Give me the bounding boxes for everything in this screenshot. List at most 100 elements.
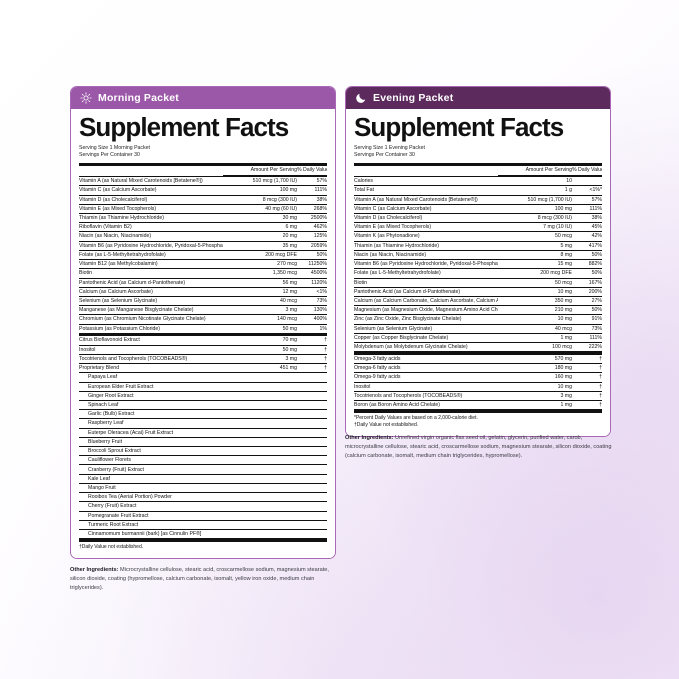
- nutrient-name: Niacin (as Niacin, Niacinamide): [354, 250, 498, 261]
- blend-ingredient-name: Ginger Root Extract: [79, 391, 327, 401]
- morning-packet-header: Morning Packet: [71, 87, 335, 109]
- table-row: Proprietary Blend 451 mg †: [79, 363, 327, 374]
- nutrient-daily-value: 462%: [297, 222, 327, 233]
- table-row: Selenium (as Selenium Glycinate) 40 mcg 73…: [79, 296, 327, 307]
- evening-nutrients-table: Calories 10 Total Fat 1 g <1%* Vitamin A (as …: [354, 177, 602, 353]
- nutrient-name: Folate (as L-5-Methyltetrahydrofolate): [354, 268, 498, 279]
- evening-rule-before-omegas: [354, 352, 602, 355]
- moon-icon: [356, 93, 366, 103]
- table-row: Selenium (as Selenium Glycinate) 40 mcg 73…: [354, 324, 602, 334]
- nutrient-daily-value: 222%: [572, 342, 602, 353]
- nutrient-amount: 1 mg: [498, 333, 572, 344]
- nutrient-daily-value: [572, 177, 602, 187]
- blend-ingredient-row: Cinnamomum burmannii (bark) [as Cinnulin…: [79, 529, 327, 540]
- evening-other-ingredients-text: Unrefined virgin organic flax seed oil, …: [345, 435, 612, 460]
- nutrient-daily-value: †: [572, 391, 602, 401]
- nutrient-daily-value: †: [572, 363, 602, 374]
- nutrient-daily-value: 130%: [297, 305, 327, 316]
- table-row: Vitamin E (as Mixed Tocopherols) 40 mg (6…: [79, 204, 327, 214]
- nutrient-amount: 210 mg: [498, 305, 572, 316]
- nutrient-daily-value: 111%: [572, 204, 602, 214]
- table-row: Vitamin K (as Phytonadione) 50 mcg 42%: [354, 231, 602, 242]
- nutrient-amount: 50 mcg: [498, 278, 572, 288]
- blend-ingredient-name: Garlic (Bulb) Extract: [79, 409, 327, 420]
- nutrient-amount: 180 mg: [498, 363, 572, 374]
- blend-ingredient-row: Broccoli Sprout Extract: [79, 446, 327, 457]
- evening-rule-under-headers: [354, 175, 602, 178]
- nutrient-name: Copper (as Copper Bisglycinate Chelate): [354, 333, 498, 344]
- evening-colhead-dv: % Daily Value: [572, 166, 602, 176]
- blend-ingredient-row: Papaya Leaf: [79, 373, 327, 383]
- nutrient-daily-value: 50%: [572, 268, 602, 279]
- nutrient-amount: 1,350 mcg: [223, 268, 297, 279]
- nutrient-amount: 3 mg: [223, 354, 297, 365]
- table-row: Pantothenic Acid (as Calcium d-Pantothen…: [354, 287, 602, 297]
- table-row: Boron (as Boron Amino Acid Chelate) 1 mg †: [354, 400, 602, 411]
- morning-nutrients-table: Vitamin A (as Natural Mixed Carotenoids …: [79, 177, 327, 334]
- nutrient-amount: 50 mg: [223, 324, 297, 334]
- nutrient-name: Vitamin E (as Mixed Tocopherols): [79, 204, 223, 214]
- nutrient-name: Selenium (as Selenium Glycinate): [354, 324, 498, 334]
- blend-ingredient-name: Euterpe Oleracea (Acai) Fruit Extract: [79, 428, 327, 438]
- nutrient-amount: 5 mg: [498, 241, 572, 251]
- blend-ingredient-row: Turmeric Root Extract: [79, 520, 327, 531]
- nutrient-daily-value: 1%: [297, 324, 327, 334]
- blend-ingredient-name: Mango Fruit: [79, 483, 327, 494]
- nutrient-amount: 510 mcg (1,700 IU): [223, 177, 297, 187]
- blend-ingredient-name: Cauliflower Florets: [79, 455, 327, 466]
- nutrient-daily-value: 50%: [572, 250, 602, 261]
- blend-ingredient-row: Kale Leaf: [79, 474, 327, 484]
- nutrient-name: Inositol: [354, 382, 498, 392]
- nutrient-name: Biotin: [354, 278, 498, 288]
- nutrient-daily-value: †: [297, 363, 327, 374]
- blend-ingredient-row: Rooibos Tea (Aerial Portion) Powder: [79, 492, 327, 503]
- blend-ingredient-name: Turmeric Root Extract: [79, 520, 327, 531]
- nutrient-name: Pantothenic Acid (as Calcium d-Pantothen…: [354, 287, 498, 297]
- morning-rule-under-headers: [79, 175, 327, 178]
- table-row: Manganese (as Manganese Bisglycinate Che…: [79, 305, 327, 316]
- nutrient-daily-value: 50%: [572, 305, 602, 316]
- evening-colhead-amount: Amount Per Serving: [498, 166, 572, 176]
- table-row: Total Fat 1 g <1%*: [354, 185, 602, 196]
- nutrient-daily-value: 200%: [572, 287, 602, 297]
- morning-supplement-facts-title: Supplement Facts: [79, 114, 289, 142]
- table-row: Potassium (as Potassium Chloride) 50 mg 1%: [79, 324, 327, 334]
- nutrient-daily-value: 73%: [572, 324, 602, 334]
- nutrient-name: Vitamin B12 (as Methylcobalamin): [79, 259, 223, 270]
- nutrient-daily-value: 111%: [572, 333, 602, 344]
- table-row: Calories 10: [354, 177, 602, 187]
- blend-ingredient-row: Cranberry (Fruit) Extract: [79, 464, 327, 475]
- nutrient-amount: 451 mg: [223, 363, 297, 374]
- evening-rule-after-omegas: [354, 410, 602, 413]
- nutrient-name: Vitamin C (as Calcium Ascorbate): [354, 204, 498, 214]
- nutrient-amount: 140 mcg: [223, 314, 297, 325]
- nutrient-daily-value: 2500%: [297, 213, 327, 224]
- evening-nutrient-rows: Calories 10 Total Fat 1 g <1%* Vitamin A (as …: [354, 177, 602, 353]
- nutrient-amount: 10 mg: [498, 314, 572, 325]
- nutrient-name: Tocotrienols and Tocopherols (TOCOBEADS®…: [79, 354, 223, 365]
- table-row: Citrus Bioflavonoid Extract 70 mg †: [79, 336, 327, 346]
- nutrient-name: Vitamin D (as Cholecalciferol): [354, 213, 498, 224]
- nutrient-amount: 56 mg: [223, 278, 297, 288]
- table-row: Thiamin (as Thiamine Hydrochloride) 30 mg…: [79, 213, 327, 224]
- table-row: Vitamin A (as Natural Mixed Carotenoids …: [79, 177, 327, 187]
- nutrient-amount: 10 mg: [498, 382, 572, 392]
- blend-ingredient-name: Rooibos Tea (Aerial Portion) Powder: [79, 492, 327, 503]
- evening-supplement-facts-title: Supplement Facts: [354, 114, 564, 142]
- blend-ingredient-row: Pomegranate Fruit Extract: [79, 511, 327, 521]
- nutrient-amount: 200 mcg DFE: [223, 250, 297, 261]
- blend-ingredient-name: European Elder Fruit Extract: [79, 382, 327, 392]
- nutrient-daily-value: 125%: [297, 231, 327, 242]
- morning-serving-size: Serving Size 1 Morning Packet: [79, 144, 150, 151]
- nutrient-name: Thiamin (as Thiamine Hydrochloride): [354, 241, 498, 251]
- nutrient-daily-value: 2059%: [297, 241, 327, 251]
- nutrient-name: Proprietary Blend: [79, 363, 223, 374]
- nutrient-name: Inositol: [79, 345, 223, 355]
- table-row: Calcium (as Calcium Ascorbate) 12 mg <1%: [79, 287, 327, 297]
- morning-blend-rows: Papaya Leaf European Elder Fruit Extract G…: [79, 373, 327, 540]
- nutrient-daily-value: 38%: [297, 195, 327, 205]
- morning-servings-per-container: Servings Per Container 30: [79, 152, 140, 159]
- morning-column-headers: Amount Per Serving % Daily Value: [79, 166, 327, 176]
- nutrient-daily-value: 91%: [572, 314, 602, 325]
